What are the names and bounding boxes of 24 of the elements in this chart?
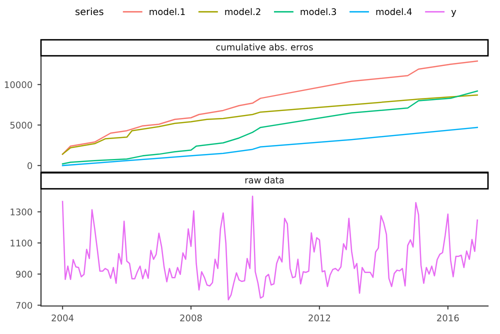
line-series: [62, 60, 478, 155]
y-tick-label: 0: [28, 162, 32, 170]
y-tick-label: 700: [16, 302, 32, 309]
x-tick-label: 2012: [308, 314, 330, 322]
x-tick-label: 2008: [180, 314, 202, 322]
y-tick-label: 10000: [4, 81, 32, 88]
line-series: [62, 196, 478, 300]
legend-label: model.4: [376, 8, 412, 16]
x-tick-label: 2016: [437, 314, 459, 322]
x-tick-label: 2004: [52, 314, 74, 322]
chart-title: cumulative abs. erros: [216, 43, 313, 50]
legend-label: model.3: [300, 8, 336, 16]
line-series: [62, 126, 478, 166]
y-tick-label: 1100: [10, 240, 32, 246]
legend-label: model.2: [225, 8, 260, 16]
line-series: [62, 90, 478, 165]
legend-title: series: [76, 8, 104, 16]
y-tick-label: 900: [16, 270, 32, 278]
line-series: [62, 94, 478, 155]
legend-label: model.1: [150, 8, 185, 16]
y-tick-label: 1300: [10, 208, 32, 216]
chart-title: raw data: [245, 176, 284, 184]
legend-label: y: [451, 10, 456, 17]
y-tick-label: 5000: [10, 122, 32, 129]
